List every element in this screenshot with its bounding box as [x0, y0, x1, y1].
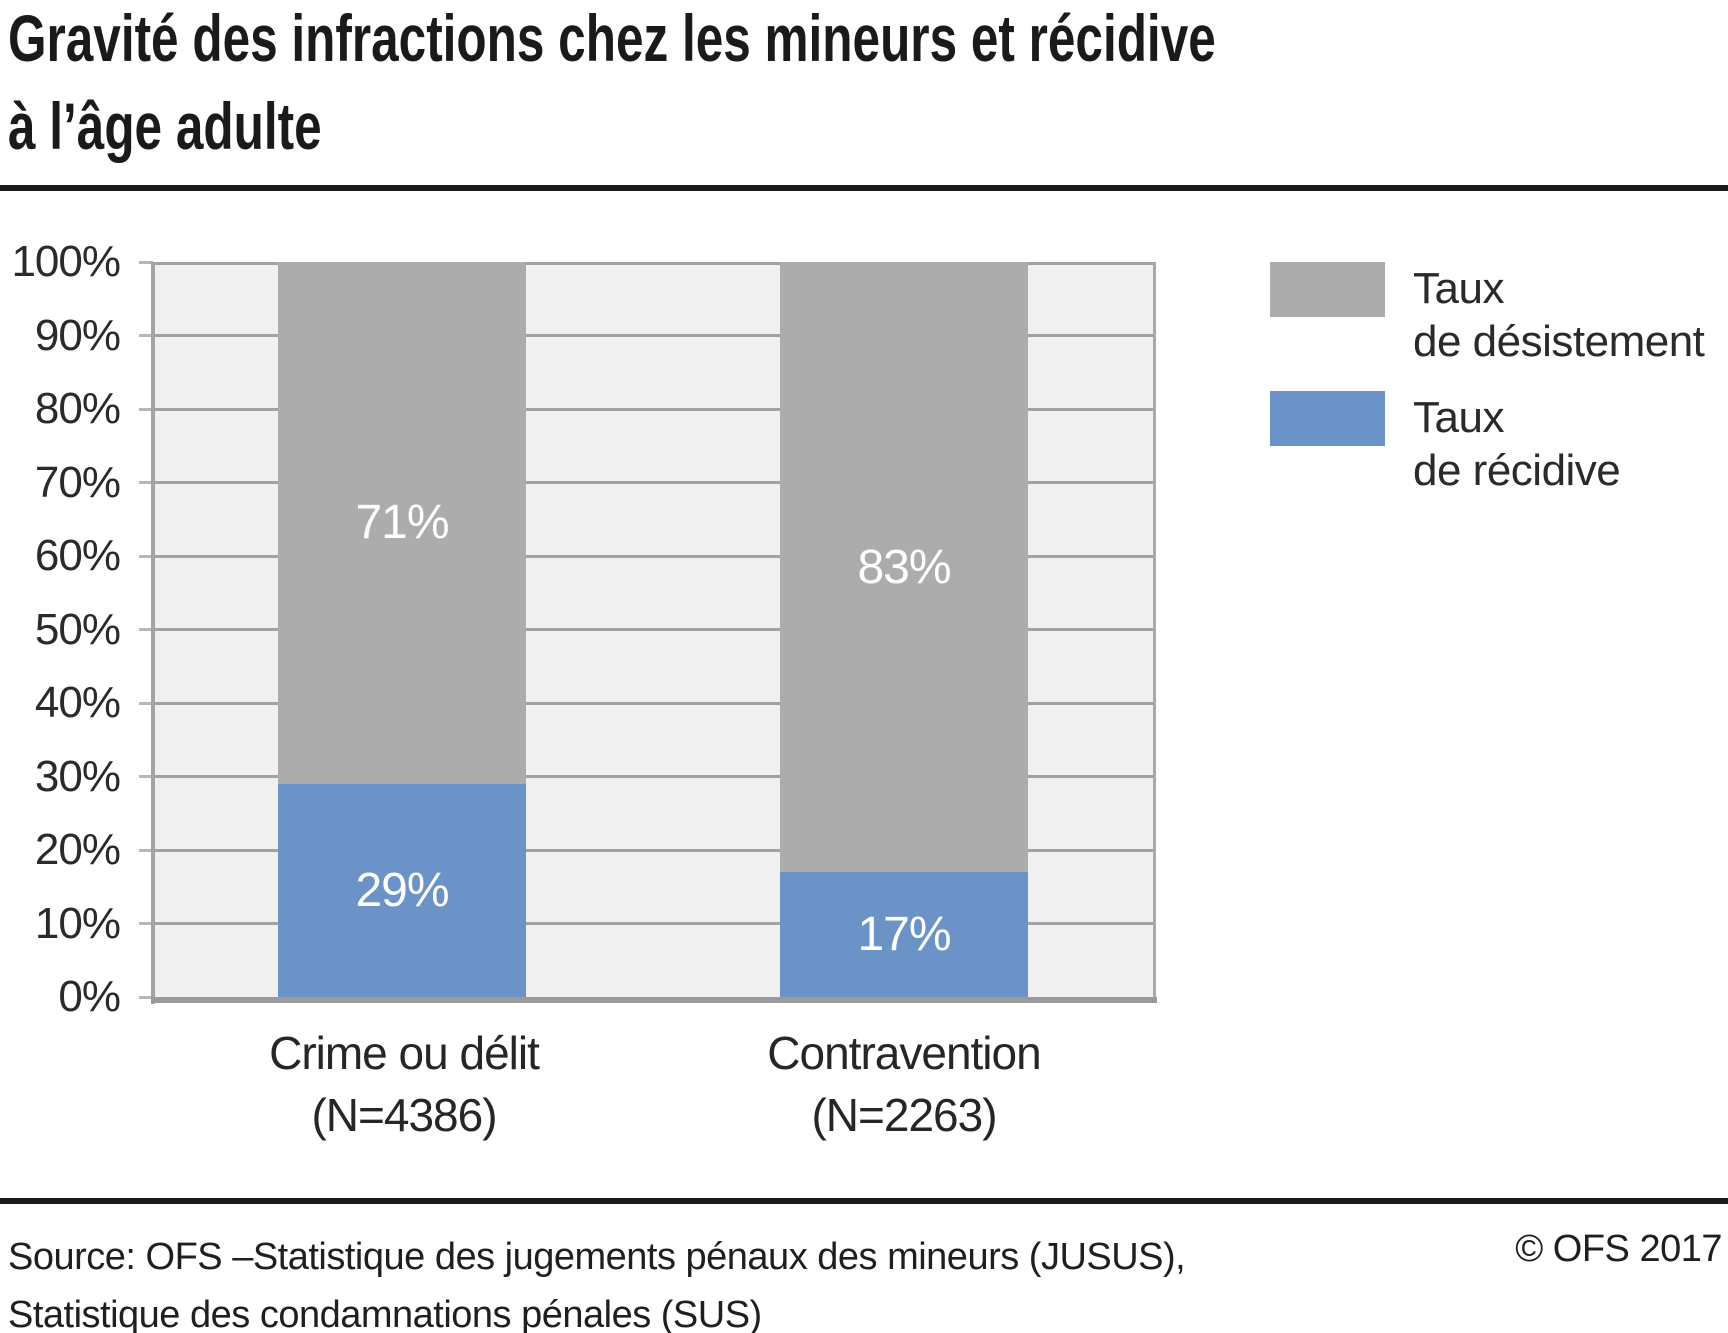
category-label: Contravention (N=2263): [644, 1022, 1164, 1146]
y-axis-line: [151, 262, 155, 1004]
gridline: [155, 775, 1153, 778]
bar-value-label: 29%: [355, 863, 449, 917]
y-axis-tick: [139, 334, 153, 337]
y-axis-label: 90%: [34, 310, 121, 360]
gridline: [155, 701, 1153, 705]
gridline: [155, 922, 1153, 925]
y-axis-label: 0%: [58, 972, 121, 1021]
y-axis-tick: [139, 554, 153, 558]
y-axis-tick: [139, 995, 153, 999]
chart-title: Gravité des infractions chez les mineurs…: [8, 0, 1216, 170]
legend-swatch: [1270, 391, 1385, 446]
footer-separator-rule: [0, 1198, 1728, 1204]
legend-label-line2: de désistement: [1413, 317, 1705, 366]
category-label-line1: Contravention: [767, 1027, 1041, 1079]
y-axis-tick: [139, 848, 153, 852]
category-label-line2: (N=2263): [811, 1089, 997, 1141]
chart-title-line1: Gravité des infractions chez les mineurs…: [8, 1, 1216, 75]
gridline: [155, 554, 1153, 558]
plot-right-frame: [1153, 262, 1156, 997]
copyright-text: © OFS 2017: [1515, 1228, 1722, 1270]
title-separator-rule: [0, 185, 1728, 191]
gridline: [155, 848, 1153, 852]
bar-segment: 17%: [780, 872, 1028, 997]
bar-value-label: 17%: [857, 908, 951, 962]
chart-title-line2: à l’âge adulte: [8, 89, 322, 163]
category-label-line2: (N=4386): [311, 1089, 497, 1141]
plot-area: 29% 71% 17% 83%: [155, 262, 1153, 997]
y-axis-tick: [139, 260, 153, 264]
y-axis-label: 20%: [34, 825, 121, 874]
legend-item: Taux de désistement: [1270, 262, 1705, 368]
y-axis-label: 70%: [34, 457, 121, 507]
gridline: [155, 334, 1153, 337]
legend-item: Taux de récidive: [1270, 391, 1704, 497]
bar-segment: 83%: [780, 262, 1028, 873]
y-axis-tick: [139, 701, 153, 705]
gridline: [155, 407, 1153, 411]
legend-label: Taux de récidive: [1413, 391, 1621, 497]
y-axis-tick: [139, 775, 153, 778]
y-axis-tick: [139, 628, 153, 631]
gridline: [155, 628, 1153, 631]
y-axis-label: 40%: [34, 678, 121, 727]
legend-label-line1: Taux: [1413, 264, 1504, 313]
legend-label-line2: de récidive: [1413, 446, 1621, 495]
y-axis-tick: [139, 407, 153, 411]
legend: Taux de désistement Taux de récidive: [1270, 262, 1705, 497]
category-label-line1: Crime ou délit: [269, 1027, 540, 1079]
gridline: [155, 481, 1153, 484]
source-text: Source: OFS –Statistique des jugements p…: [8, 1228, 1186, 1333]
source-line-2: Statistique des condamnations pénales (S…: [8, 1294, 762, 1333]
bar-value-label: 83%: [857, 540, 951, 594]
y-axis-label: 80%: [34, 384, 121, 433]
y-axis-label: 100%: [11, 237, 121, 286]
x-axis-line: [151, 997, 1157, 1003]
y-axis-tick: [139, 481, 153, 484]
category-label: Crime ou délit (N=4386): [144, 1022, 664, 1146]
bar-value-label: 71%: [355, 496, 449, 550]
y-axis-label: 60%: [34, 531, 121, 580]
legend-label-line1: Taux: [1413, 393, 1504, 442]
source-line-1: Source: OFS –Statistique des jugements p…: [8, 1236, 1186, 1278]
bar-segment: 71%: [278, 262, 526, 784]
y-axis-label: 10%: [34, 898, 121, 948]
legend-swatch: [1270, 262, 1385, 317]
y-axis-label: 30%: [34, 751, 121, 801]
y-axis-label: 50%: [34, 604, 121, 654]
gridline: [155, 262, 1153, 265]
bar-segment: 29%: [278, 783, 526, 997]
legend-label: Taux de désistement: [1413, 262, 1705, 368]
y-axis-tick: [139, 922, 153, 925]
